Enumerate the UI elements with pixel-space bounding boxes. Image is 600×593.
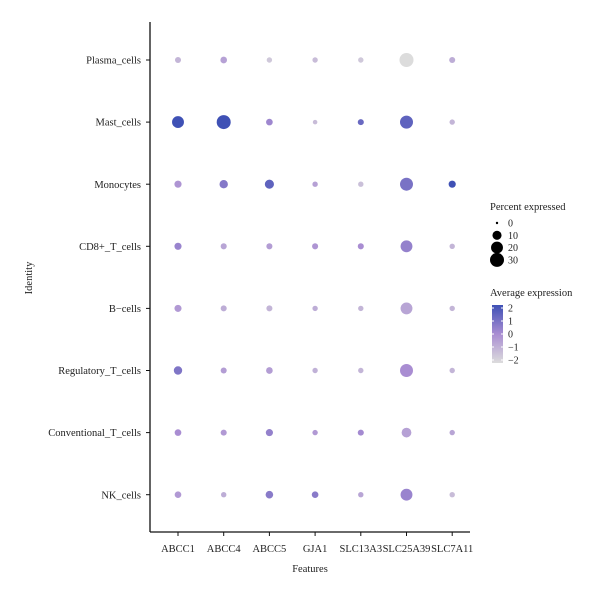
- y-tick-label: Mast_cells: [96, 118, 142, 129]
- dot: [312, 119, 318, 125]
- dot: [400, 364, 413, 377]
- dot: [358, 492, 364, 498]
- x-tick-label: SLC7A11: [431, 544, 473, 555]
- color-legend-label: 0: [508, 330, 513, 341]
- dot: [400, 488, 413, 501]
- dot: [449, 305, 455, 312]
- color-legend-title: Average expression: [490, 288, 573, 299]
- dot: [312, 367, 318, 374]
- dot: [266, 367, 273, 374]
- size-legend-title: Percent expressed: [490, 202, 566, 213]
- x-tick-label: SLC13A3: [340, 544, 383, 555]
- size-legend-dot: [491, 241, 503, 254]
- dot: [449, 56, 456, 64]
- x-tick-label: SLC25A39: [383, 544, 431, 555]
- dot: [358, 57, 364, 63]
- dot: [357, 429, 364, 436]
- dot: [174, 242, 182, 250]
- size-legend-label: 10: [508, 231, 518, 242]
- dot: [449, 243, 455, 249]
- dot: [448, 180, 456, 188]
- dot: [358, 367, 364, 374]
- dot: [401, 427, 412, 438]
- y-tick-labels: Plasma_cells Mast_cells Monocytes CD8+_T_ce…: [48, 56, 150, 501]
- color-legend-bar: [492, 305, 503, 363]
- dot: [400, 302, 413, 315]
- dot: [312, 181, 318, 187]
- y-tick-label: Regulatory_T_cells: [58, 366, 141, 377]
- dot: [357, 243, 364, 250]
- size-legend-label: 30: [508, 255, 518, 266]
- dot: [449, 429, 455, 436]
- dot: [449, 492, 455, 498]
- y-tick-label: Plasma_cells: [86, 56, 141, 67]
- y-tick-label: B−cells: [109, 304, 141, 315]
- dot: [220, 429, 227, 436]
- dot: [174, 180, 182, 188]
- x-tick-label: GJA1: [303, 544, 328, 555]
- dot: [312, 305, 318, 312]
- size-legend-label: 0: [508, 219, 513, 230]
- dot: [220, 243, 227, 250]
- dot: [174, 304, 182, 312]
- dot: [358, 305, 364, 312]
- dot: [266, 118, 273, 126]
- dot: [449, 119, 455, 125]
- color-legend-label: 1: [508, 317, 513, 328]
- dot: [265, 490, 274, 499]
- dot: [173, 366, 183, 375]
- y-tick-label: NK_cells: [101, 490, 141, 501]
- dot: [266, 305, 273, 312]
- dot: [312, 243, 319, 250]
- y-axis-title: Identity: [24, 261, 35, 294]
- dot: [399, 53, 414, 67]
- dot: [219, 180, 228, 189]
- y-tick-label: Monocytes: [94, 180, 141, 191]
- dot: [266, 57, 273, 63]
- y-tick-label: Conventional_T_cells: [48, 428, 141, 439]
- size-legend-label: 20: [508, 243, 518, 254]
- dots: [172, 53, 456, 501]
- dot: [220, 367, 227, 374]
- dot: [400, 240, 413, 253]
- size-legend-dot: [492, 230, 502, 240]
- dot: [216, 115, 231, 130]
- dot: [174, 56, 182, 64]
- dot: [172, 116, 184, 129]
- dot: [311, 491, 319, 499]
- color-legend-label: −1: [508, 343, 519, 354]
- x-tick-label: ABCC5: [252, 544, 286, 555]
- dot: [357, 119, 364, 126]
- x-tick-label: ABCC4: [207, 544, 242, 555]
- dot: [449, 367, 455, 374]
- dot: [400, 177, 413, 191]
- dot: [312, 57, 318, 63]
- dot: [221, 492, 227, 498]
- dot: [266, 243, 273, 250]
- size-legend-dot: [495, 221, 499, 225]
- dot: [265, 429, 273, 437]
- dot: [312, 429, 318, 436]
- dot: [174, 491, 182, 499]
- color-legend: Average expression 2 1 0 −1 −2: [490, 288, 573, 367]
- dot: [358, 181, 364, 187]
- x-axis-title: Features: [292, 564, 328, 575]
- dot: [220, 305, 227, 312]
- x-tick-label: ABCC1: [161, 544, 195, 555]
- dot: [220, 56, 228, 64]
- size-legend-dot: [490, 252, 504, 267]
- dot: [400, 115, 413, 129]
- y-tick-label: CD8+_T_cells: [79, 242, 141, 253]
- dot: [264, 179, 274, 189]
- dot: [174, 429, 182, 436]
- x-tick-labels: ABCC1 ABCC4 ABCC5 GJA1 SLC13A3 SLC25A39 SLC7A1…: [161, 532, 473, 555]
- color-legend-label: −2: [508, 356, 519, 367]
- color-legend-label: 2: [508, 304, 513, 315]
